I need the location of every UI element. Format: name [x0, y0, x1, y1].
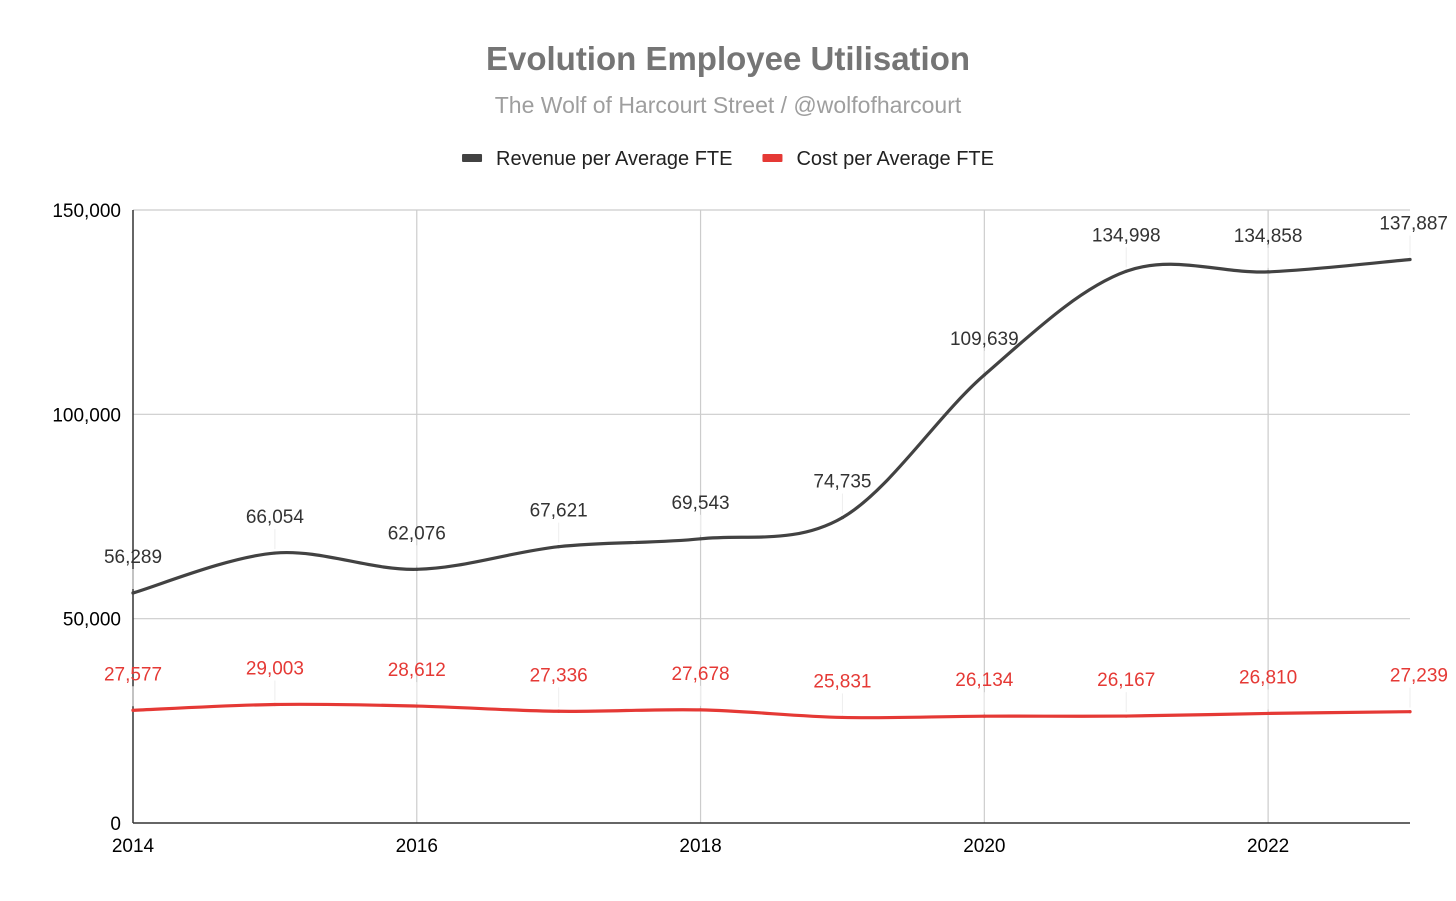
data-point — [131, 708, 135, 712]
data-point — [840, 715, 845, 720]
data-point — [698, 537, 703, 541]
data-label: 27,239 — [1390, 666, 1448, 687]
legend-label: Cost per Average FTE — [796, 148, 994, 170]
data-label: 69,543 — [671, 493, 729, 514]
chart-title: Evolution Employee Utilisation — [485, 40, 971, 77]
data-label: 28,612 — [388, 660, 446, 681]
data-label: 66,054 — [246, 507, 305, 528]
data-point — [415, 704, 419, 708]
series-line-0 — [131, 257, 1412, 595]
legend-label: Revenue per Average FTE — [496, 148, 732, 170]
y-tick-label: 50,000 — [63, 610, 121, 631]
data-point — [557, 709, 561, 713]
data-label: 67,621 — [530, 501, 588, 522]
legend-item-0[interactable]: Revenue per Average FTE — [462, 148, 732, 170]
data-label: 27,678 — [671, 664, 729, 685]
data-point — [273, 702, 277, 707]
legend[interactable]: Revenue per Average FTE Cost per Average … — [462, 148, 994, 170]
data-label: 26,134 — [955, 670, 1014, 691]
data-point — [982, 714, 986, 718]
data-label: 74,735 — [813, 472, 871, 493]
data-point — [1408, 710, 1412, 714]
data-label: 29,003 — [246, 658, 304, 679]
series-line-1 — [131, 702, 1412, 720]
data-label: 27,336 — [530, 665, 588, 686]
data-point — [273, 551, 277, 555]
data-label: 25,831 — [813, 671, 871, 692]
y-tick-label: 100,000 — [52, 405, 121, 426]
x-tick-label: 2022 — [1247, 836, 1289, 857]
chart-subtitle: The Wolf of Harcourt Street / @wolfofhar… — [494, 92, 962, 118]
legend-swatch — [762, 154, 783, 162]
data-label: 56,289 — [104, 547, 162, 568]
x-tick-label: 2016 — [396, 836, 438, 857]
data-point — [1124, 714, 1128, 718]
x-tick-label: 2020 — [963, 836, 1005, 857]
data-label: 134,858 — [1234, 226, 1303, 247]
data-point — [557, 545, 561, 549]
x-tick-label: 2014 — [112, 836, 155, 857]
data-point — [1266, 711, 1270, 716]
data-label: 109,639 — [950, 329, 1019, 350]
data-point — [1408, 257, 1412, 262]
legend-swatch — [462, 154, 483, 162]
data-labels: 56,289 66,054 62,076 67,621 69,543 74,735 109,… — [104, 214, 1448, 714]
axes: 0 50,000 100,000 150,000 2014 2016 2018 2020 202… — [52, 201, 1410, 857]
series — [131, 257, 1412, 720]
data-point — [1124, 269, 1128, 273]
data-point — [982, 373, 986, 377]
data-label: 26,810 — [1239, 667, 1297, 688]
data-label: 134,998 — [1092, 225, 1161, 246]
grid — [133, 209, 1410, 823]
data-point — [415, 567, 419, 571]
data-label: 62,076 — [388, 523, 446, 544]
data-label: 137,887 — [1379, 214, 1448, 235]
y-tick-label: 150,000 — [52, 201, 121, 222]
data-point — [698, 708, 703, 712]
y-tick-label: 0 — [110, 814, 121, 835]
data-point — [840, 515, 845, 520]
data-point — [131, 591, 135, 595]
data-point — [1266, 270, 1270, 274]
x-tick-label: 2018 — [679, 836, 721, 857]
data-label: 26,167 — [1097, 670, 1155, 691]
data-label: 27,577 — [104, 664, 162, 685]
legend-item-1[interactable]: Cost per Average FTE — [762, 148, 994, 170]
